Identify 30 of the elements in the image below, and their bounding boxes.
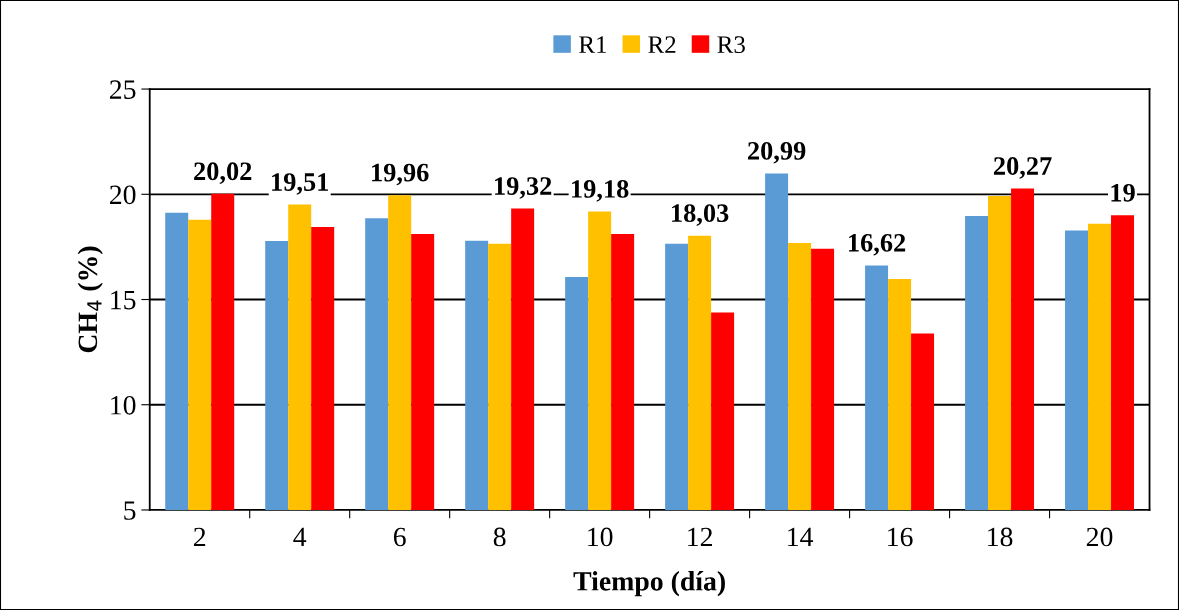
- x-tick-label: 14: [788, 527, 814, 547]
- data-label: 19: [1111, 183, 1135, 202]
- data-label: 20,02: [194, 162, 252, 184]
- x-tick-label: 18: [988, 527, 1013, 547]
- x-tick-label: 10: [588, 527, 613, 547]
- legend-label: R2: [648, 36, 676, 53]
- data-label: 19,18: [572, 180, 629, 202]
- data-label: 20,27: [993, 157, 1052, 179]
- y-axis-title: CH$_{4}$ (%): [77, 246, 103, 353]
- y-tick-label: 20: [109, 185, 136, 205]
- x-tick-label: 4: [293, 527, 307, 547]
- x-tick-label: 2: [194, 527, 206, 547]
- data-label: 19,51: [272, 173, 329, 195]
- legend-label: R3: [717, 36, 745, 54]
- data-label: 20,99: [748, 141, 806, 164]
- x-tick-label: 8: [493, 527, 506, 547]
- data-label: 19,96: [372, 163, 429, 186]
- legend-label: R1: [579, 36, 607, 53]
- data-label: 19,32: [495, 177, 552, 199]
- data-label: 18,03: [672, 204, 729, 226]
- x-tick-label: 6: [393, 527, 406, 547]
- x-tick-label: 20: [1086, 527, 1113, 547]
- y-tick-label: 15: [111, 290, 136, 310]
- y-tick-label: 25: [109, 80, 136, 99]
- x-axis-title: Tiempo (día): [573, 571, 725, 597]
- y-tick-label: 10: [111, 395, 136, 415]
- y-tick-label: 5: [124, 501, 136, 520]
- x-tick-label: 16: [888, 527, 913, 547]
- x-tick-label: 12: [688, 527, 712, 547]
- data-label: 16,62: [849, 233, 906, 256]
